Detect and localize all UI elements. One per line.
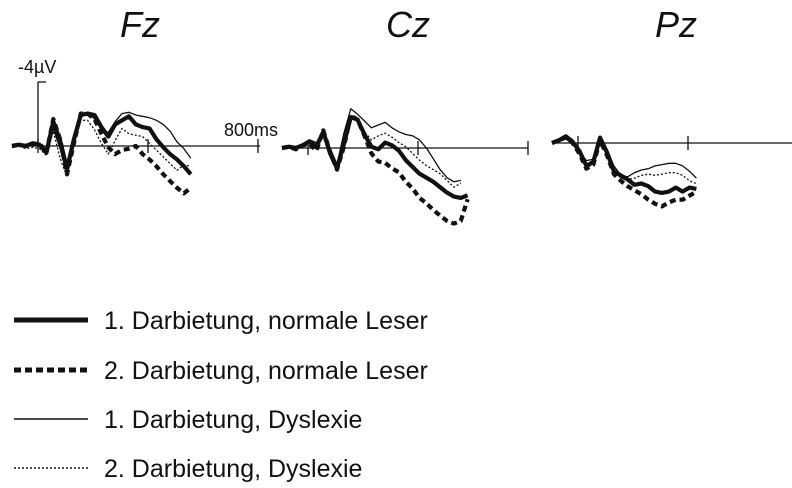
trace-fz-s1 [11,111,193,176]
trace-pz-s1 [551,134,697,195]
panel-title-fz: Fz [120,4,160,45]
panel-title-cz: Cz [386,4,430,45]
legend-label-s4: 2. Darbietung, Dyslexie [104,455,362,483]
trace-cz-s4 [281,117,462,188]
time-scale-label: 800ms [224,120,278,140]
amplitude-scale-label: -4µV [18,57,56,77]
legend: 1. Darbietung, normale Leser 2. Darbietu… [14,307,428,483]
trace-cz-s1 [281,114,469,200]
traces-layer [11,108,698,226]
legend-label-s2: 2. Darbietung, normale Leser [104,357,428,385]
trace-pz-s2 [551,135,698,209]
legend-label-s1: 1. Darbietung, normale Leser [104,307,428,335]
trace-cz-s2 [281,113,470,226]
trace-fz-s4 [11,119,191,178]
legend-label-s3: 1. Darbietung, Dyslexie [104,406,362,434]
panel-title-pz: Pz [655,4,697,45]
